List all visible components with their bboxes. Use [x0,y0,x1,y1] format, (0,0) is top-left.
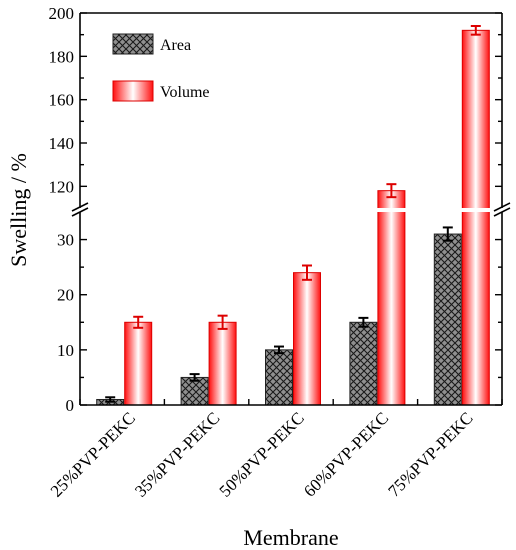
error-bar-area-1 [105,396,116,403]
legend: Area Volume [112,33,209,102]
y-tick-label: 20 [57,286,74,305]
axes-frame [79,12,503,406]
error-bar-area-5 [442,226,453,242]
bar-volume-1 [124,321,153,406]
x-tick-label: 50%PVP-PEKC [216,408,308,500]
error-bar-volume-5 [470,25,481,36]
error-bar-area-3 [274,345,284,355]
y-tick-label: 120 [49,177,75,196]
error-bar-area-4 [358,316,369,328]
x-axis-title: Membrane [243,525,338,550]
break-slash [493,202,511,212]
bar-area-2 [180,376,209,406]
break-slash [493,207,511,217]
legend-swatch-volume [112,80,154,102]
break-slash [71,202,89,212]
bar-volume-5 [461,29,490,406]
break-slash [71,207,89,217]
bar-area-3 [265,349,293,406]
bar-volume-4 [377,190,406,406]
error-bar-area-2 [189,373,200,382]
x-tick-label: 25%PVP-PEKC [47,408,139,500]
y-tick-label: 140 [49,134,75,153]
bar-area-4 [349,321,378,406]
x-tick-label: 35%PVP-PEKC [131,408,223,500]
y-tick-label: 180 [49,47,75,66]
bars-layer [96,25,490,406]
axis-break-gap [76,208,506,212]
y-tick-label: 0 [66,396,75,415]
legend-swatch-area [112,33,154,55]
error-bar-volume-3 [302,264,312,281]
legend-item-volume: Volume [112,80,209,102]
legend-label-area: Area [160,37,191,54]
break-mark-right [493,202,511,217]
bar-area-5 [433,233,462,406]
error-bar-volume-1 [133,315,144,329]
error-bar-volume-2 [217,314,228,330]
x-tick-label: 75%PVP-PEKC [384,408,476,500]
y-tick-label: 30 [57,231,74,250]
bar-volume-2 [208,321,237,406]
bar-volume-3 [293,272,321,406]
error-bar-volume-4 [386,183,397,199]
y-tick-label: 10 [57,341,74,360]
legend-label-volume: Volume [160,84,209,101]
x-tick-label: 60%PVP-PEKC [300,408,392,500]
break-mark-left [71,202,89,217]
y-tick-label: 200 [49,4,75,23]
legend-item-area: Area [112,33,191,55]
y-tick-label: 160 [49,91,75,110]
y-axis-title: Swelling / % [6,153,31,267]
